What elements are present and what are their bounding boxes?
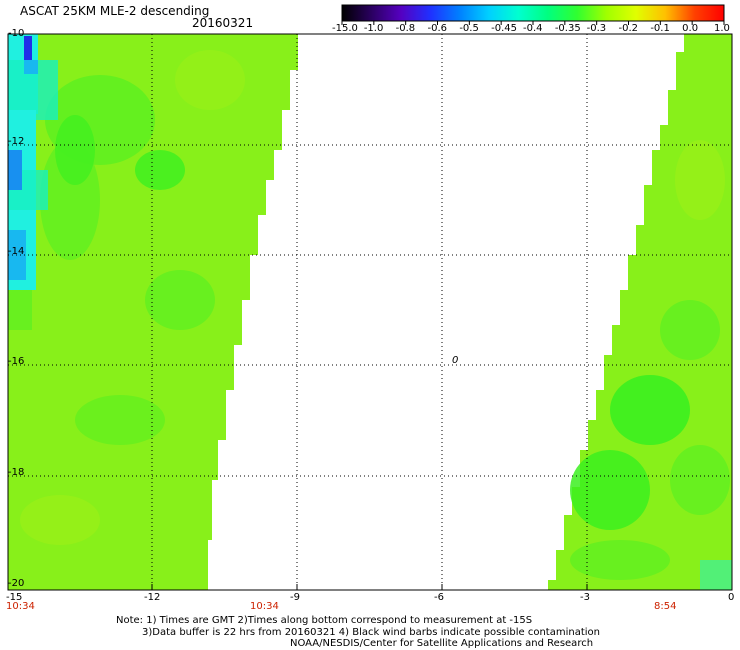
colorbar-tick-label: -0.35	[554, 23, 581, 34]
colorbar-tick-label: -0.8	[395, 23, 416, 34]
colorbar-tick-label: 0.0	[682, 23, 699, 34]
colorbar-tick-label: -15.0	[332, 23, 358, 34]
grid-lines	[8, 34, 732, 590]
colorbar-tick-label: 1.0	[714, 23, 730, 34]
colorbar-tick-label: -0.45	[491, 23, 518, 34]
colorbar	[341, 4, 725, 25]
colorbar-gradient	[341, 4, 725, 22]
x-tick-label: -15	[6, 592, 23, 603]
x-tick-label: -3	[580, 592, 590, 603]
y-tick-label: -18	[8, 467, 25, 478]
y-tick-label: -12	[8, 136, 25, 147]
colorbar-tick-label: -0.5	[459, 23, 479, 34]
colorbar-tick-label: -0.4	[523, 23, 543, 34]
time-label: 10:34	[250, 601, 279, 612]
y-tick-label: -20	[8, 578, 25, 589]
map-date: 20160321	[192, 16, 254, 30]
map-frame	[7, 33, 733, 591]
colorbar-tick-label: -0.6	[427, 23, 448, 34]
colorbar-tick-label: -1.0	[363, 23, 384, 34]
axis-ticks	[7, 584, 733, 590]
colorbar-tick-label: -0.3	[586, 23, 607, 34]
colorbar-tick-label: -0.2	[618, 23, 639, 34]
left-swath-patches	[8, 34, 245, 545]
note-line-3: NOAA/NESDIS/Center for Satellite Applica…	[290, 638, 594, 649]
colorbar-tick-label: -0.1	[650, 23, 670, 34]
map-title: ASCAT 25KM MLE-2 descending	[20, 4, 210, 18]
x-tick-label: 0	[728, 592, 735, 603]
x-tick-label: -9	[290, 592, 300, 603]
right-swath-patches	[570, 140, 732, 590]
y-tick-label: -10	[8, 28, 25, 39]
note-line-1: Note: 1) Times are GMT 2)Times along bot…	[116, 615, 533, 626]
note-line-2: 3)Data buffer is 22 hrs from 20160321 4)…	[142, 627, 600, 638]
time-label: 10:34	[6, 601, 35, 612]
x-tick-label: -6	[434, 592, 444, 603]
y-tick-label: -14	[8, 246, 25, 257]
time-label: 8:54	[654, 601, 677, 612]
wind-marker: 0	[452, 355, 459, 366]
y-tick-label: -16	[8, 356, 25, 367]
x-tick-label: -12	[144, 592, 161, 603]
